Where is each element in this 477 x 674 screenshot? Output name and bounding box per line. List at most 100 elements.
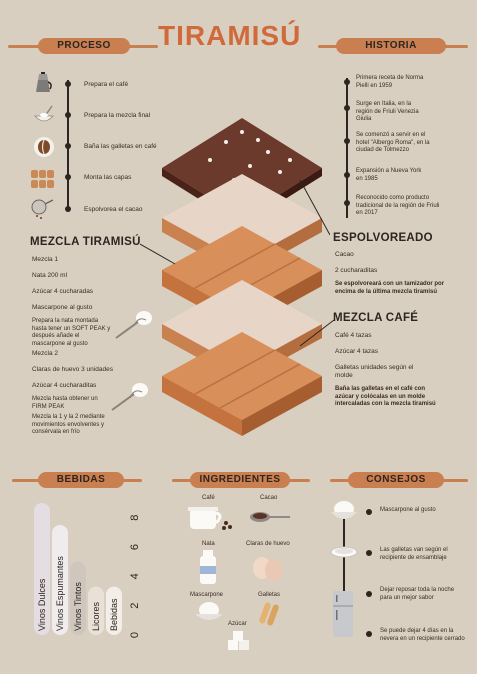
timeline-dot	[344, 138, 350, 144]
bar-bebidas	[106, 586, 122, 635]
consejo-4: Se puede dejar 4 días en la nevera en un…	[380, 628, 465, 642]
bar-label: Vinos Dulces	[37, 578, 47, 631]
galletas-amount: Galletas unidades según el molde	[335, 364, 414, 379]
cream-bowl-icon	[331, 501, 357, 519]
bar-vinos-tintos	[70, 561, 86, 635]
bar-label: Bebidas	[109, 598, 119, 631]
timeline-dot	[366, 631, 372, 637]
mascarpone-bowl-icon	[195, 602, 223, 620]
sugar-cubes-icon	[228, 631, 249, 650]
timeline-dot	[366, 550, 372, 556]
historia-item-4: Expansión a Nueva York en 1985	[356, 168, 422, 182]
cacao-amount: 2 cucharaditas	[335, 267, 378, 274]
coffee-bean-icon	[34, 137, 54, 157]
timeline-dot	[65, 81, 71, 87]
proceso-heading: PROCESO	[38, 38, 130, 54]
mezcla-final-note: Mezcla la 1 y la 2 mediante movimientos …	[32, 414, 105, 435]
mascarpone-amount: Mascarpone al gusto	[32, 304, 93, 311]
espolvoreado-heading: ESPOLVOREADO	[333, 232, 433, 244]
moka-pot-icon	[36, 72, 52, 92]
ingrediente-label-galletas: Galletas	[258, 592, 281, 598]
timeline-dot	[344, 200, 350, 206]
nata-amount: Nata 200 ml	[32, 272, 68, 279]
timeline-dot	[65, 143, 71, 149]
whisk-icon-2	[111, 383, 148, 411]
bar-label: Licores	[91, 601, 101, 631]
claras-amount: Claras de huevo 3 unidades	[32, 366, 113, 373]
historia-heading: HISTORIA	[336, 38, 446, 54]
ingrediente-label-claras: Claras de huevo	[246, 541, 290, 547]
proceso-step-3: Baña las galletas en café	[84, 143, 157, 150]
mezcla-tiramisu-heading: MEZCLA TIRAMISÚ	[30, 236, 141, 248]
mezcla-2-label: Mezcla 2	[32, 350, 59, 357]
coffee-cup-icon	[188, 507, 232, 530]
azucar-amount-1: Azúcar 4 cucharadas	[32, 288, 94, 295]
espolvoreado-note: Se espolvoreará con un tamizador por enc…	[335, 281, 445, 295]
ingredientes-heading: INGREDIENTES	[190, 472, 290, 488]
ingrediente-label-mascarpone: Mascarpone	[190, 592, 224, 598]
tiramisu-layers-illustration	[162, 118, 330, 436]
page-title: TIRAMISÚ	[158, 20, 302, 51]
proceso-step-1: Prepara el café	[84, 81, 129, 88]
tick-label: 0	[129, 632, 141, 638]
mezcla-cafe-note: Baña las galletas en el café con azúcar …	[335, 386, 436, 407]
ingrediente-label-azucar: Azúcar	[228, 621, 247, 627]
ingrediente-label-cafe: Café	[202, 495, 215, 501]
ingrediente-label-nata: Nata	[202, 541, 215, 547]
consejo-3: Dejar reposar toda la noche para un mejo…	[380, 587, 455, 601]
biscuit-layer	[162, 332, 322, 436]
consejo-1: Mascarpone al gusto	[380, 507, 436, 513]
tick-label: 6	[129, 544, 141, 550]
connector-line-right	[300, 319, 335, 347]
timeline-dot	[65, 112, 71, 118]
timeline-dot	[65, 206, 71, 212]
connector-line	[299, 179, 330, 236]
proceso-step-2: Prepara la mezcla final	[84, 112, 151, 119]
bar-vinos-espumantes	[52, 525, 68, 635]
azucar-cafe-amount: Azúcar 4 tazas	[335, 348, 378, 355]
cacao-label: Cacao	[335, 251, 354, 258]
ladyfinger-icon	[259, 602, 279, 626]
historia-item-5: Reconocido como producto tradicional de …	[356, 195, 440, 216]
proceso-step-4: Monta las capas	[84, 174, 132, 181]
mezcla-2-note: Mezcla hasta obtener un FIRM PEAK	[32, 396, 98, 410]
eggs-icon	[253, 557, 283, 581]
tick-label: 4	[129, 573, 141, 579]
historia-timeline	[346, 78, 348, 218]
historia-item-1: Primera receta de Norma Pielli en 1959	[356, 75, 424, 89]
bar-label: Vinos Tintos	[73, 582, 83, 631]
consejos-heading: CONSEJOS	[348, 472, 444, 488]
consejos-timeline	[343, 512, 345, 632]
cocoa-spoon-icon	[250, 512, 290, 522]
timeline-dot	[366, 591, 372, 597]
ingrediente-label-cacao: Cacao	[260, 495, 278, 501]
dish-icon	[330, 546, 358, 558]
historia-item-2: Surge en Italia, en la región de Friuli …	[356, 101, 419, 122]
bebidas-chart: Vinos Dulces Vinos Espumantes Vinos Tintos…	[34, 503, 141, 638]
timeline-dot	[344, 105, 350, 111]
bebidas-heading: BEBIDAS	[38, 472, 124, 488]
timeline-dot	[65, 174, 71, 180]
bar-vinos-dulces	[34, 503, 50, 635]
mezcla-1-note: Prepara la nata montada hasta tener un S…	[32, 318, 111, 347]
tick-label: 2	[129, 603, 141, 609]
connector-line-left	[140, 243, 176, 265]
timeline-dot	[366, 509, 372, 515]
historia-item-3: Se comenzó a servir en el hotel "Albergo…	[356, 132, 430, 153]
consejo-2: Las galletas van según el recipiente de …	[380, 547, 448, 561]
cream-bottle-icon	[200, 550, 216, 584]
sieve-icon	[31, 199, 54, 219]
proceso-step-5: Espolvorea el cacao	[84, 206, 143, 213]
whisk-icon	[115, 311, 152, 339]
mezcla-cafe-heading: MEZCLA CAFÉ	[333, 312, 419, 324]
timeline-dot	[344, 172, 350, 178]
azucar-amount-2: Azúcar 4 cucharaditas	[32, 382, 97, 389]
bar-licores	[88, 586, 104, 635]
bar-label: Vinos Espumantes	[55, 556, 65, 631]
cafe-amount: Café 4 tazas	[335, 332, 372, 339]
mezcla-1-label: Mezcla 1	[32, 256, 59, 263]
timeline-dot	[344, 79, 350, 85]
fridge-icon	[333, 591, 353, 637]
biscuits-icon	[31, 170, 54, 188]
whisk-bowl-icon	[34, 105, 54, 122]
